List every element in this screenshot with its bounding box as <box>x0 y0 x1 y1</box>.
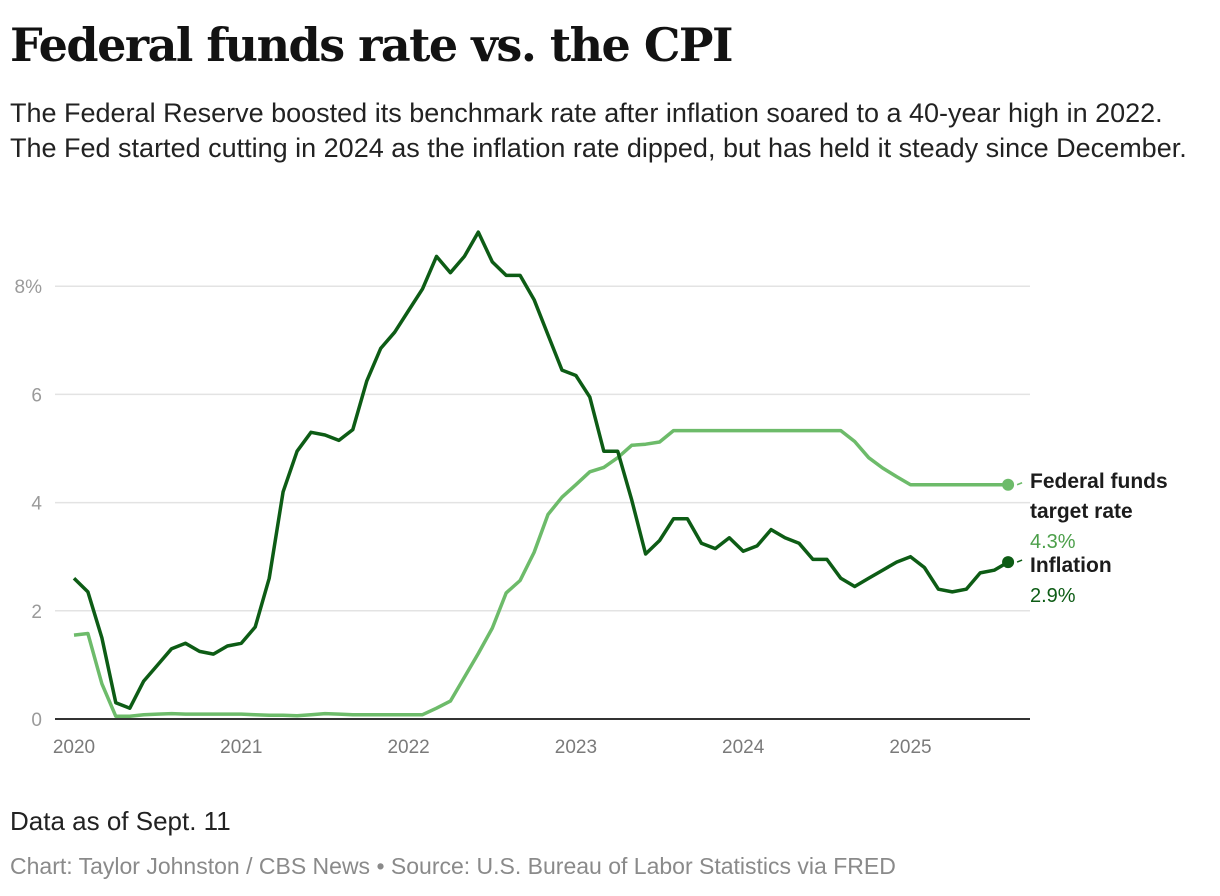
y-tick-label: 0 <box>31 710 42 731</box>
gridlines <box>55 285 1030 612</box>
series-end-dot <box>1002 478 1015 491</box>
data-date-note: Data as of Sept. 11 <box>10 806 231 836</box>
x-tick-label: 2022 <box>387 737 429 758</box>
label-leader <box>1016 559 1023 563</box>
series-end-dot <box>1002 556 1015 569</box>
chart-title: Federal funds rate vs. the CPI <box>10 18 734 72</box>
y-tick-label: 2 <box>31 602 42 623</box>
series-line-fed-funds <box>73 428 1009 719</box>
y-tick-label: 4 <box>31 494 42 515</box>
y-tick-label: 8% <box>15 277 43 298</box>
series-end-value: 2.9% <box>1030 585 1076 607</box>
x-tick-label: 2021 <box>220 737 262 758</box>
series-name-label: Inflation <box>1030 554 1112 577</box>
series-end-value: 4.3% <box>1030 531 1076 553</box>
y-axis-ticks: 0 2 4 6 8% <box>15 277 43 731</box>
x-tick-label: 2025 <box>889 737 931 758</box>
x-tick-label: 2024 <box>722 737 765 758</box>
label-leader <box>1016 482 1023 486</box>
series-end-labels: Federal funds target rate 4.3%Inflation 2.9… <box>1030 470 1168 607</box>
x-axis-ticks: 2020 2021 2022 2023 2024 2025 <box>53 737 932 758</box>
x-tick-label: 2020 <box>53 737 95 758</box>
y-tick-label: 6 <box>31 385 42 406</box>
series-lines <box>72 230 1023 719</box>
chart-subtitle: The Federal Reserve boosted its benchmar… <box>10 98 1187 163</box>
series-name-label: target rate <box>1030 500 1133 523</box>
x-tick-label: 2023 <box>555 737 597 758</box>
series-line-inflation <box>72 230 1009 710</box>
series-name-label: Federal funds <box>1030 470 1168 493</box>
source-credit: Chart: Taylor Johnston / CBS News • Sour… <box>10 853 896 879</box>
line-chart: 0 2 4 6 8% 2020 2021 2022 2023 2024 2025 Federal … <box>15 230 1168 758</box>
